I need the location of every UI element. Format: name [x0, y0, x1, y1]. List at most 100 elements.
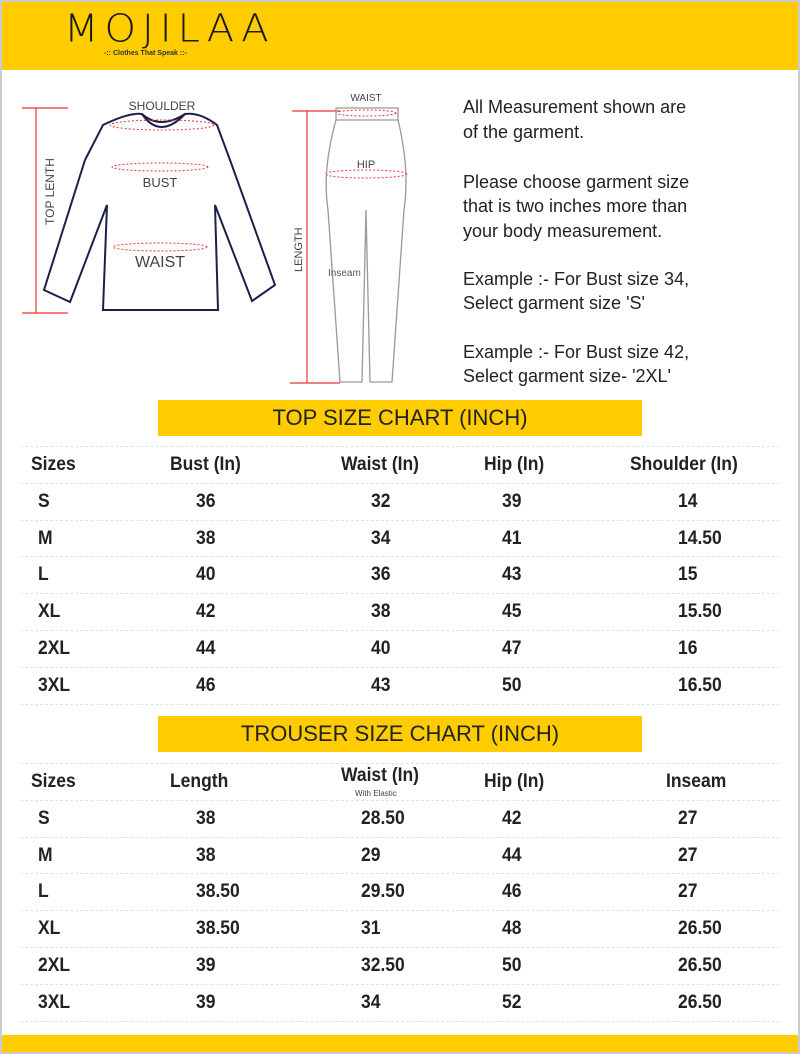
top-chart-title: TOP SIZE CHART (INCH): [158, 400, 642, 436]
note-line: Example :- For Bust size 34,: [463, 269, 690, 289]
bust-label: BUST: [143, 175, 178, 190]
column-header: Sizes: [31, 454, 76, 475]
table-cell: 38: [196, 527, 216, 549]
trouser-drawing: [325, 107, 407, 383]
table-cell: S: [38, 807, 50, 829]
shoulder-label: SHOULDER: [129, 99, 196, 113]
note-line: of the garment.: [463, 122, 585, 142]
table-cell: M: [38, 527, 53, 549]
table-cell: 32.50: [361, 954, 405, 976]
table-cell: 3XL: [38, 674, 71, 696]
table-cell: 16.50: [678, 674, 722, 696]
table-row: S 36 32 39 14: [20, 482, 780, 520]
table-cell: 46: [196, 674, 216, 696]
table-cell: L: [38, 881, 49, 903]
hip-label: HIP: [357, 159, 375, 171]
table-cell: 15: [678, 564, 698, 586]
table-cell: XL: [38, 601, 61, 623]
table-cell: 15.50: [678, 601, 722, 623]
table-cell: 14: [678, 490, 698, 512]
table-row: L 40 36 43 15: [20, 556, 780, 593]
note-line: Please choose garment size: [463, 172, 690, 192]
table-cell: 29: [361, 844, 381, 866]
trouser-waist-label: WAIST: [350, 93, 381, 104]
top-length-label: TOP LENTH: [43, 158, 57, 225]
column-header: Sizes: [31, 771, 76, 792]
table-cell: 36: [196, 490, 216, 512]
table-cell: 42: [196, 601, 216, 623]
table-cell: 26.50: [678, 991, 722, 1013]
table-cell: 34: [361, 991, 381, 1013]
brand-header: MOJILAA -:: Clothes That Speak ::-: [0, 0, 800, 70]
trouser-size-table: Sizes Length Waist (In) Hip (In) Inseam With …: [20, 763, 780, 1022]
table-cell: 16: [678, 637, 698, 659]
table-cell: 27: [678, 881, 698, 903]
waist-elastic-note: With Elastic: [355, 789, 397, 798]
table-cell: 28.50: [361, 807, 405, 829]
note-line: Example :- For Bust size 42,: [463, 342, 690, 362]
table-cell: 50: [502, 674, 522, 696]
column-header: Shoulder (In): [630, 454, 738, 475]
table-cell: 31: [361, 918, 381, 940]
column-header: Bust (In): [170, 454, 241, 475]
table-cell: 40: [371, 637, 391, 659]
trouser-chart-title: TROUSER SIZE CHART (INCH): [158, 716, 642, 752]
table-cell: 29.50: [361, 881, 405, 903]
table-cell: 39: [196, 954, 216, 976]
column-header: Inseam: [666, 771, 727, 792]
table-row: 3XL 46 43 50 16.50: [20, 666, 780, 704]
column-header: Hip (In): [484, 771, 545, 792]
footer-bar: [0, 1035, 800, 1054]
table-cell: 34: [371, 527, 391, 549]
table-cell: 38: [196, 844, 216, 866]
table-cell: 26.50: [678, 918, 722, 940]
table-cell: 43: [371, 674, 391, 696]
table-row: M 38 34 41 14.50: [20, 519, 780, 557]
trouser-length-label: LENGTH: [293, 227, 305, 272]
note-line: your body measurement.: [463, 221, 663, 241]
table-header-row: Sizes Bust (In) Waist (In) Hip (In) Shoulder…: [20, 446, 780, 483]
table-cell: 50: [502, 954, 522, 976]
table-row: M 38 29 44 27: [20, 836, 780, 874]
table-row: 3XL 39 34 52 26.50: [20, 983, 780, 1021]
column-header: Length: [170, 771, 229, 792]
table-row: 2XL 39 32.50 50 26.50: [20, 946, 780, 984]
note-line: that is two inches more than: [463, 196, 688, 216]
inseam-label: Inseam: [328, 268, 361, 279]
table-cell: 38: [196, 807, 216, 829]
note-line: Select garment size- '2XL': [463, 366, 671, 386]
table-cell: 40: [196, 564, 216, 586]
note-line: Select garment size 'S': [463, 293, 645, 313]
table-cell: L: [38, 564, 49, 586]
table-cell: 52: [502, 991, 522, 1013]
table-cell: 48: [502, 918, 522, 940]
column-header: Hip (In): [484, 454, 545, 475]
table-cell: 3XL: [38, 991, 71, 1013]
table-row: S 38 28.50 42 27: [20, 799, 780, 837]
table-cell: 14.50: [678, 527, 722, 549]
column-header: Waist (In): [341, 765, 420, 786]
table-cell: 38.50: [196, 918, 240, 940]
brand-logo: MOJILAA: [64, 7, 275, 51]
table-cell: 39: [196, 991, 216, 1013]
table-cell: 42: [502, 807, 522, 829]
brand-tagline: -:: Clothes That Speak ::-: [104, 50, 187, 57]
table-cell: XL: [38, 918, 61, 940]
table-row: 2XL 44 40 47 16: [20, 629, 780, 667]
table-cell: 45: [502, 601, 522, 623]
column-header: Waist (In): [341, 454, 420, 475]
table-cell: 43: [502, 564, 522, 586]
table-cell: 44: [196, 637, 216, 659]
table-cell: 2XL: [38, 637, 71, 659]
table-cell: 32: [371, 490, 391, 512]
table-row: XL 38.50 31 48 26.50: [20, 910, 780, 947]
table-cell: 38: [371, 601, 391, 623]
table-cell: 27: [678, 807, 698, 829]
note-line: All Measurement shown are: [463, 97, 687, 117]
table-cell: 44: [502, 844, 522, 866]
table-cell: 38.50: [196, 881, 240, 903]
table-cell: S: [38, 490, 50, 512]
table-cell: M: [38, 844, 53, 866]
table-cell: 26.50: [678, 954, 722, 976]
table-cell: 39: [502, 490, 522, 512]
